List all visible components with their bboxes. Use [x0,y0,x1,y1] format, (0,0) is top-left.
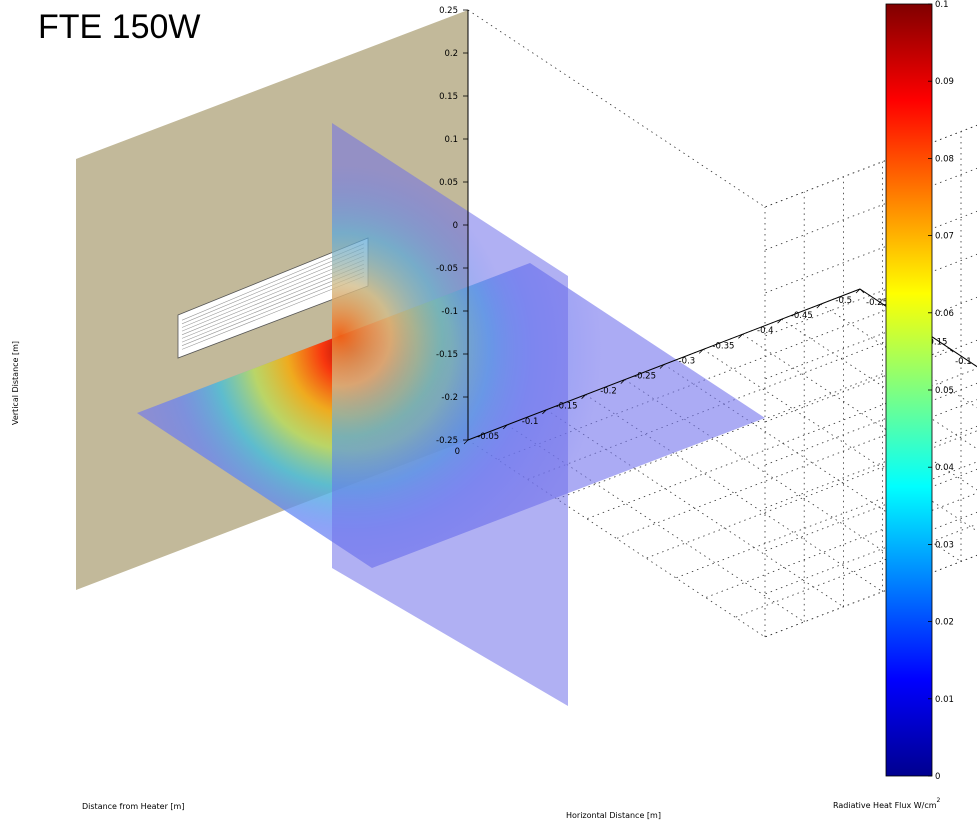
colorbar-tick-label: 0 [935,772,940,782]
x-tick-label: -0.45 [791,311,813,321]
colorbar-tick-label: 0.05 [935,386,954,396]
colorbar-tick-label: 0.07 [935,232,954,242]
x-tick-label: -0.1 [522,417,539,427]
colorbar-tick-label: 0.04 [935,463,954,473]
z-tick-label: 0.1 [444,135,458,145]
z-tick-label: 0 [453,221,458,231]
colorbar-tick-label: 0.08 [935,154,954,164]
z-axis-label: Vertical Distance [m] [11,341,20,425]
z-tick-label: 0.15 [439,92,458,102]
z-tick-label: -0.15 [436,350,458,360]
colorbar-tick-label: 0.1 [935,0,949,10]
colorbar-label: Radiative Heat Flux W/cm2 [833,797,941,810]
z-tick-label: 0.05 [439,178,458,188]
z-tick-label: 0.2 [444,49,458,59]
x-tick-label: -0.3 [679,356,696,366]
chart-title: FTE 150W [38,8,200,46]
y-axis-label: Horizontal Distance [m] [566,811,661,820]
x-tick-label: -0.05 [477,432,499,442]
z-tick-label: -0.05 [436,264,458,274]
x-tick-label: -0.2 [600,387,617,397]
colorbar: 0 0.01 0.02 0.03 0.04 0.05 0.06 0.07 0.08 0.09 0.1… [833,0,954,810]
x-tick-label: -0.5 [835,296,852,306]
z-tick-label: 0.25 [439,6,458,16]
z-tick-label: -0.25 [436,436,458,446]
colorbar-tick-label: 0.02 [935,618,954,628]
colorbar-tick-label: 0.06 [935,309,954,319]
x-tick-label: -0.25 [634,372,656,382]
colorbar-gradient [886,4,932,776]
x-tick-label: 0 [455,447,460,457]
x-tick-label: -0.15 [556,402,578,412]
x-tick-label: -0.35 [712,341,734,351]
y-tick-label: -0.1 [955,357,972,367]
z-tick-label: -0.1 [441,307,458,317]
x-tick-label: -0.4 [757,326,774,336]
x-axis-label: Distance from Heater [m] [82,802,184,811]
y-tick-label: -0.25 [866,298,888,308]
colorbar-tick-label: 0.01 [935,695,954,705]
z-tick-label: -0.2 [441,393,458,403]
colorbar-tick-label: 0.09 [935,77,954,87]
colorbar-tick-label: 0.03 [935,540,954,550]
